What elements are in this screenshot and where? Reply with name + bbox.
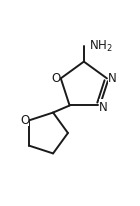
Text: NH$_2$: NH$_2$ <box>89 38 113 53</box>
Text: N: N <box>99 100 108 113</box>
Text: O: O <box>20 114 29 126</box>
Text: N: N <box>108 72 117 85</box>
Text: O: O <box>51 72 60 85</box>
